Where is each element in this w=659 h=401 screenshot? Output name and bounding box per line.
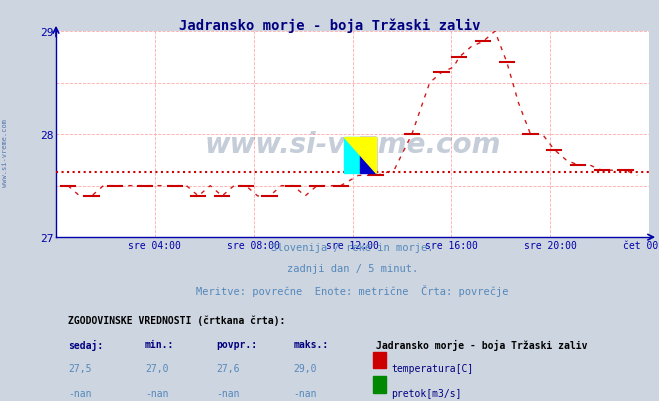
Text: maks.:: maks.: [293, 339, 328, 349]
Polygon shape [344, 138, 376, 174]
Text: 29,0: 29,0 [293, 363, 317, 373]
Text: www.si-vreme.com: www.si-vreme.com [2, 118, 9, 186]
Text: -nan: -nan [68, 388, 92, 398]
Bar [373, 352, 386, 369]
Bar [360, 138, 376, 174]
Bar [344, 138, 360, 174]
Text: ZGODOVINSKE VREDNOSTI (črtkana črta):: ZGODOVINSKE VREDNOSTI (črtkana črta): [68, 315, 285, 326]
Text: Slovenija / reke in morje.: Slovenija / reke in morje. [272, 242, 434, 252]
Text: pretok[m3/s]: pretok[m3/s] [391, 388, 461, 398]
Text: zadnji dan / 5 minut.: zadnji dan / 5 minut. [287, 263, 418, 273]
Text: sedaj:: sedaj: [68, 339, 103, 350]
Text: Meritve: povrečne  Enote: metrične  Črta: povrečje: Meritve: povrečne Enote: metrične Črta: … [196, 284, 509, 296]
Text: -nan: -nan [293, 388, 317, 398]
Text: 27,0: 27,0 [145, 363, 169, 373]
Text: povpr.:: povpr.: [216, 339, 257, 349]
Text: -nan: -nan [145, 388, 169, 398]
Bar [373, 377, 386, 393]
Text: min.:: min.: [145, 339, 175, 349]
Text: 27,6: 27,6 [216, 363, 240, 373]
Text: -nan: -nan [216, 388, 240, 398]
Text: temperatura[C]: temperatura[C] [391, 363, 473, 373]
Text: Jadransko morje - boja Tržaski zaliv: Jadransko morje - boja Tržaski zaliv [179, 18, 480, 32]
Text: Jadransko morje - boja Tržaski zaliv: Jadransko morje - boja Tržaski zaliv [376, 339, 588, 350]
Text: www.si-vreme.com: www.si-vreme.com [204, 131, 501, 159]
Text: 27,5: 27,5 [68, 363, 92, 373]
